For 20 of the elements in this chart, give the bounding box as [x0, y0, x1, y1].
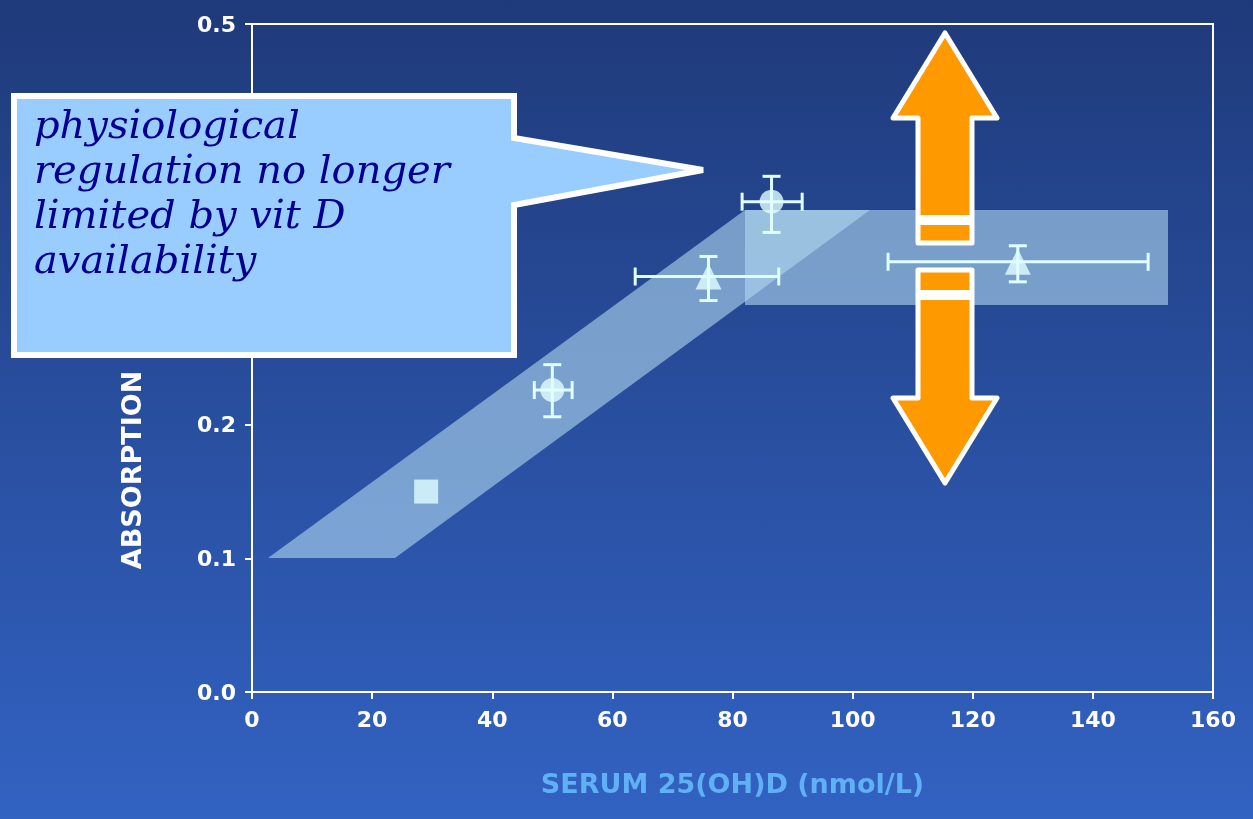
point	[540, 378, 565, 403]
annotation: physiological regulation no longer limited by vit D availability	[34, 101, 453, 282]
point	[1004, 248, 1031, 275]
x-axis-title: SERUM 25(OH)D (nmol/L)	[540, 768, 925, 799]
x-tick-label: 160	[1190, 706, 1236, 732]
y-axis-title: ABSORPTION	[116, 370, 147, 570]
x-tick-label: 60	[597, 706, 628, 732]
point	[414, 479, 439, 504]
x-tick-label: 100	[829, 706, 876, 732]
x-tick-label: 120	[949, 706, 996, 732]
y-tick-label: 0.5	[197, 11, 236, 37]
point	[759, 189, 784, 214]
x-tick-label: 80	[717, 706, 748, 732]
x-tick-label: 140	[1069, 706, 1116, 732]
y-tick-label: 0.2	[197, 412, 236, 438]
y-tick-label: 0.0	[197, 679, 236, 705]
x-tick-label: 0	[244, 706, 260, 732]
x-tick-label: 20	[356, 706, 388, 732]
y-tick-label: 0.1	[197, 545, 236, 571]
x-tick-label: 40	[476, 706, 508, 732]
